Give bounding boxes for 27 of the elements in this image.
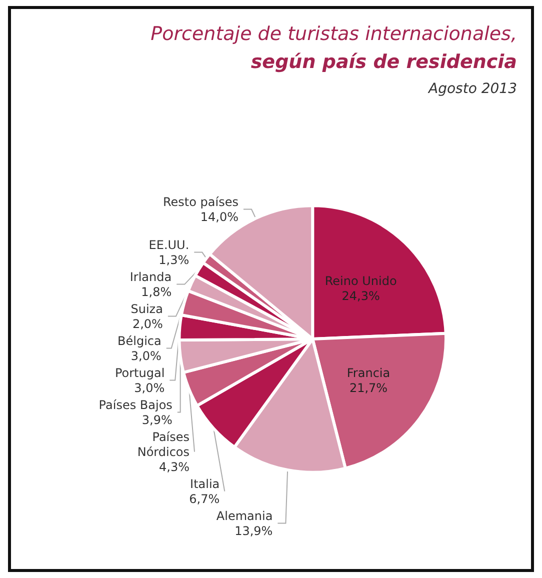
slice-label: Bélgica xyxy=(118,334,162,348)
slice-label: Suiza xyxy=(130,302,163,316)
slice-label: Resto países xyxy=(162,194,238,209)
data-label: 6,7% xyxy=(189,492,220,506)
slice-label: EE.UU. xyxy=(148,238,190,252)
text: Agosto 2013 xyxy=(428,81,517,97)
slice-label: Portugal xyxy=(114,366,165,380)
slice-label: Países Nórdicos xyxy=(137,430,190,459)
slice-label: Reino Unido xyxy=(324,274,397,288)
chart-title: Porcentaje de turistas internacionales, xyxy=(150,23,517,45)
data-label: 14,0% xyxy=(200,210,238,224)
slice-label: Países Bajos xyxy=(98,398,172,412)
data-label: 24,3% xyxy=(342,289,380,304)
data-label: 3,0% xyxy=(134,380,165,395)
slice-label: Alemania xyxy=(216,508,273,523)
data-label: 2,0% xyxy=(132,316,163,331)
data-label: 13,9% xyxy=(234,524,273,538)
data-label: 3,0% xyxy=(130,348,162,363)
data-label: 1,3% xyxy=(158,252,190,267)
slice-label: Francia xyxy=(346,366,390,380)
data-label: 3,9% xyxy=(142,412,172,427)
data-label: 4,3% xyxy=(159,460,190,474)
data-label: 21,7% xyxy=(349,381,388,396)
data-label: 1,8% xyxy=(141,284,172,299)
chart-subtitle: según país de residencia xyxy=(250,51,517,73)
slice-label: Italia xyxy=(190,476,220,491)
slice-label: Irlanda xyxy=(130,270,172,284)
